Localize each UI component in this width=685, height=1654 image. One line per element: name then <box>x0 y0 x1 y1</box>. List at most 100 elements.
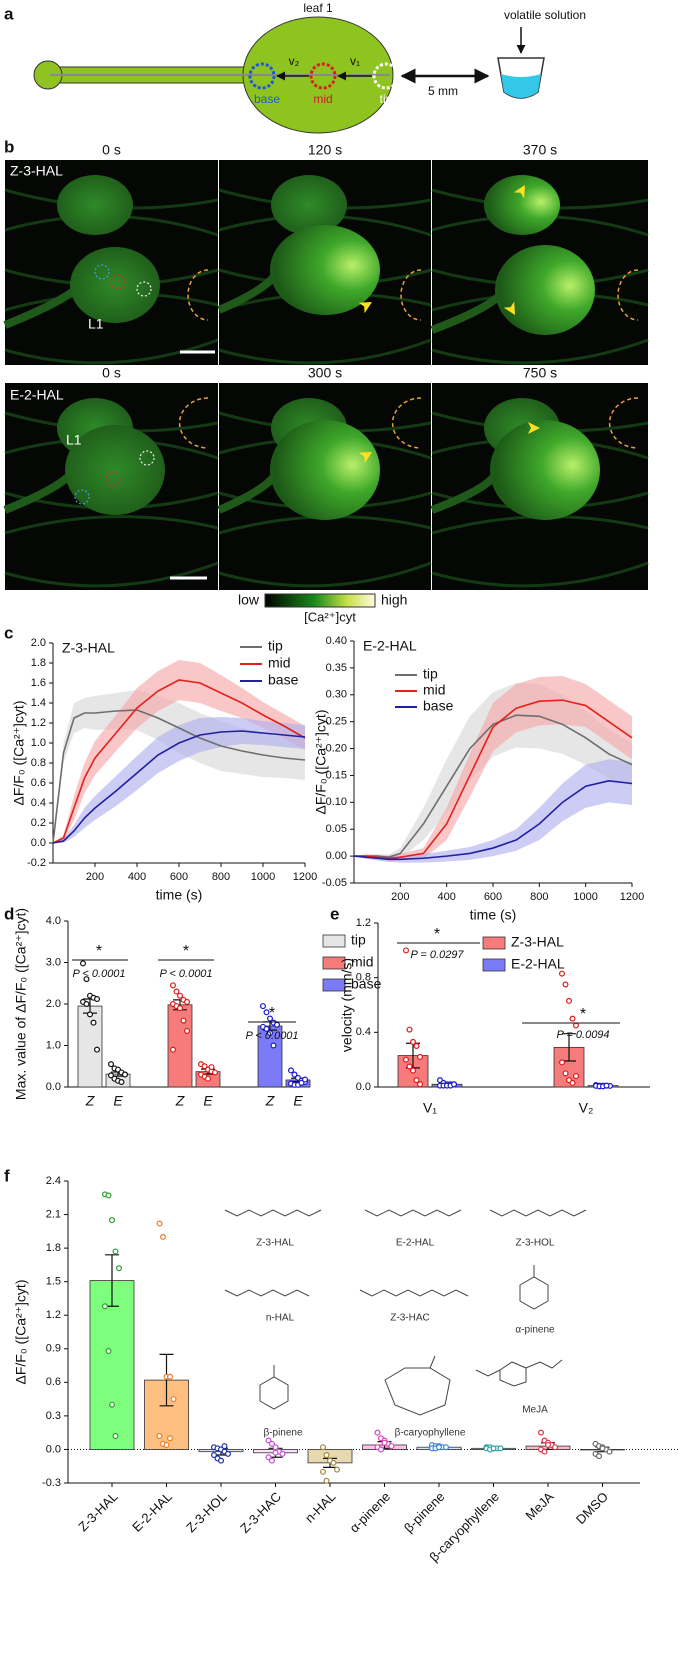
data-point <box>156 1220 163 1227</box>
line <box>354 699 633 860</box>
structure-label: Z-3-HOL <box>516 1238 555 1249</box>
vein <box>4 515 219 535</box>
y-tick-label: 0.0 <box>46 1443 61 1455</box>
y-tick-label: 1.2 <box>31 717 46 729</box>
data-point <box>118 1079 125 1086</box>
data-point <box>115 1265 122 1272</box>
y-tick-label: 2.1 <box>46 1208 61 1220</box>
panel-letter: b <box>4 137 14 156</box>
legend-label: tip <box>268 638 283 654</box>
distance-label: 5 mm <box>428 84 458 98</box>
data-point <box>79 960 86 967</box>
y-tick-label: 0.30 <box>326 689 347 701</box>
data-point <box>541 1448 548 1455</box>
legend-swatch <box>322 934 346 948</box>
y-tick-label: 1.6 <box>31 677 46 689</box>
x-tick-label: E <box>203 1093 213 1109</box>
data-point <box>403 1056 410 1063</box>
legend-swatch <box>482 936 506 950</box>
colorbar: low high [Ca²⁺]cyt <box>238 592 407 625</box>
structure <box>359 1289 469 1297</box>
structure <box>259 1365 289 1410</box>
y-tick-label: -0.2 <box>27 857 46 869</box>
diagram-a: leaf 1 volatile solution v₁ v₂ base mid … <box>33 1 586 134</box>
data-point <box>160 1233 167 1240</box>
y-tick-label: 1.0 <box>31 737 46 749</box>
y-tick-label: 0.8 <box>356 972 371 984</box>
panel-letter: a <box>4 4 14 23</box>
volatile-source <box>187 269 209 321</box>
line <box>52 730 306 844</box>
x-tick-label: Z-3-HOL <box>183 1489 229 1535</box>
data-point <box>208 1064 215 1071</box>
vein <box>218 561 432 588</box>
colorbar-low: low <box>238 592 260 608</box>
data-point <box>603 1082 610 1089</box>
y-tick-label: 2.0 <box>46 998 61 1010</box>
x-tick-label: α-pinene <box>346 1489 393 1536</box>
y-tick-label: 3.0 <box>46 956 61 968</box>
data-point <box>572 1073 579 1080</box>
y-tick-label: 0.3 <box>46 1410 61 1422</box>
data-point <box>83 976 90 983</box>
x-axis-label: time (s) <box>470 907 517 923</box>
roi-circle <box>94 264 110 280</box>
data-point <box>323 1452 330 1459</box>
data-point <box>263 1025 270 1032</box>
data-point <box>417 1053 424 1060</box>
data-point <box>413 1042 420 1049</box>
data-point <box>225 1450 232 1457</box>
roi-circle <box>136 281 152 297</box>
significance-star: * <box>96 943 102 960</box>
sem-band <box>354 682 632 860</box>
data-point <box>562 981 569 988</box>
x-tick-label: 1000 <box>251 871 275 883</box>
data-point <box>177 1005 184 1012</box>
x-tick-label: β-pinene <box>401 1489 448 1536</box>
vein <box>4 338 219 365</box>
data-point <box>267 1030 274 1037</box>
significance-star: * <box>183 943 189 960</box>
y-tick-label: 2.4 <box>46 1175 61 1187</box>
data-point <box>101 1303 108 1310</box>
error-bar <box>159 1353 174 1407</box>
x-tick-label: 1000 <box>573 891 597 903</box>
data-point <box>451 1081 458 1088</box>
data-point <box>201 1063 208 1070</box>
x-tick-label: Z <box>85 1093 95 1109</box>
structure <box>475 1359 563 1387</box>
arrowhead <box>503 301 515 315</box>
volatile-source <box>391 397 422 449</box>
data-point <box>279 1450 286 1457</box>
time-label: 300 s <box>308 365 342 381</box>
data-point <box>417 1081 424 1088</box>
data-point <box>413 1077 420 1084</box>
legend-label: tip <box>351 932 366 948</box>
data-point <box>599 1445 606 1452</box>
y-tick-label: 0.10 <box>326 796 347 808</box>
data-point <box>212 1069 219 1076</box>
time-label: 750 s <box>523 365 557 381</box>
y-tick-label: 1.5 <box>46 1276 61 1288</box>
data-point <box>320 1468 327 1475</box>
y-axis-label: velocity (mm/s) <box>339 958 355 1052</box>
y-tick-label: 0.6 <box>31 777 46 789</box>
structure-label: MeJA <box>522 1405 548 1416</box>
data-point <box>490 1445 497 1452</box>
data-point <box>112 1248 119 1255</box>
data-point <box>436 1444 443 1451</box>
data-point <box>90 1019 97 1026</box>
y-tick-label: 0.20 <box>326 742 347 754</box>
y-tick-label: 0.6 <box>46 1376 61 1388</box>
y-tick-label: 0.4 <box>31 797 46 809</box>
data-point <box>562 1070 569 1077</box>
data-point <box>167 1435 174 1442</box>
legend-label: Z-3-HAL <box>511 934 564 950</box>
y-tick-label: 1.8 <box>46 1242 61 1254</box>
roi-circle <box>139 450 155 466</box>
data-point <box>265 1437 272 1444</box>
data-point <box>443 1444 450 1451</box>
p-value: P < 0.0001 <box>72 968 125 980</box>
p-value: P = 0.0297 <box>410 949 464 961</box>
